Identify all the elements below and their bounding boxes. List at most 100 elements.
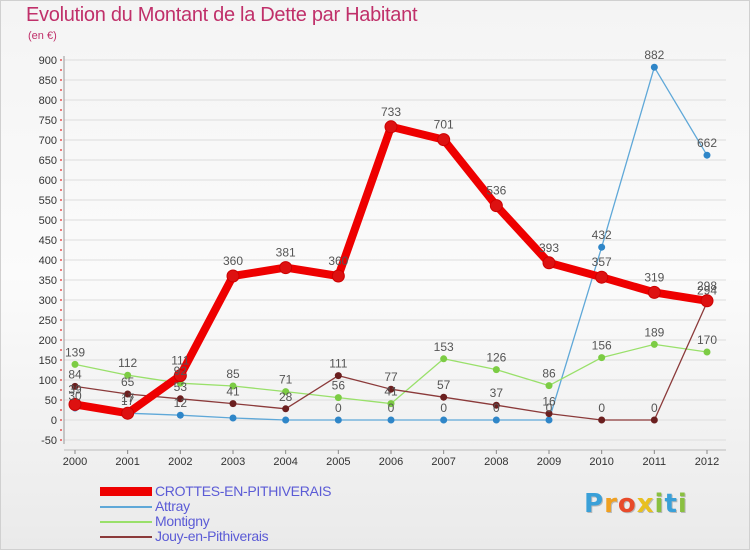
data-point bbox=[440, 355, 448, 363]
data-label: 153 bbox=[434, 340, 454, 354]
data-label: 156 bbox=[592, 339, 612, 353]
data-label: 17 bbox=[121, 391, 135, 405]
data-point bbox=[545, 410, 553, 418]
data-label: 298 bbox=[697, 279, 717, 293]
legend-swatch bbox=[100, 505, 152, 508]
x-tick-label: 2005 bbox=[326, 456, 350, 468]
y-tick-label: 900 bbox=[39, 55, 57, 67]
data-point bbox=[650, 416, 658, 424]
y-tick-label: 800 bbox=[39, 95, 57, 107]
legend-swatch bbox=[100, 487, 152, 496]
data-point bbox=[384, 120, 398, 134]
data-label: 0 bbox=[493, 401, 500, 415]
data-label: 360 bbox=[328, 254, 348, 268]
data-label: 85 bbox=[226, 367, 240, 381]
data-point bbox=[176, 411, 184, 419]
data-label: 41 bbox=[226, 385, 240, 399]
legend-swatch bbox=[100, 520, 152, 523]
legend-label: Attray bbox=[155, 498, 190, 514]
y-tick-label: 500 bbox=[39, 215, 57, 227]
data-point bbox=[334, 416, 342, 424]
data-label: 41 bbox=[384, 385, 398, 399]
data-point bbox=[282, 388, 290, 396]
data-label: 432 bbox=[592, 228, 612, 242]
logo-letter: r bbox=[604, 489, 618, 519]
data-label: 111 bbox=[171, 354, 190, 368]
data-label: 882 bbox=[644, 48, 664, 62]
y-tick-label: 600 bbox=[39, 175, 57, 187]
x-tick-label: 2009 bbox=[537, 456, 561, 468]
data-point bbox=[334, 394, 342, 402]
proxiti-logo: Proxiti bbox=[584, 489, 688, 519]
data-point bbox=[229, 382, 237, 390]
data-point bbox=[124, 390, 132, 398]
x-tick-label: 2010 bbox=[589, 456, 613, 468]
data-label: 77 bbox=[384, 370, 398, 384]
data-point bbox=[226, 269, 240, 283]
data-point bbox=[440, 416, 448, 424]
y-tick-label: 750 bbox=[39, 115, 57, 127]
logo-letter: x bbox=[636, 489, 655, 519]
y-tick-label: 850 bbox=[39, 75, 57, 87]
y-tick-label: 650 bbox=[39, 155, 57, 167]
data-label: 393 bbox=[539, 241, 559, 255]
data-point bbox=[650, 63, 658, 71]
data-point bbox=[279, 261, 293, 275]
data-point bbox=[124, 371, 132, 379]
logo-letter: i bbox=[654, 489, 665, 519]
x-tick-label: 2001 bbox=[115, 456, 139, 468]
data-point bbox=[598, 243, 606, 251]
legend-label: Jouy-en-Pithiverais bbox=[155, 528, 269, 544]
data-label: 39 bbox=[68, 382, 82, 396]
data-label: 0 bbox=[546, 401, 553, 415]
y-tick-label: 250 bbox=[39, 315, 57, 327]
data-point bbox=[387, 416, 395, 424]
x-tick-label: 2000 bbox=[63, 456, 87, 468]
data-point bbox=[492, 366, 500, 374]
x-tick-label: 2007 bbox=[431, 456, 455, 468]
data-point bbox=[545, 382, 553, 390]
data-point bbox=[282, 416, 290, 424]
data-label: 294 bbox=[697, 283, 717, 297]
y-tick-label: -50 bbox=[41, 435, 57, 447]
data-point bbox=[598, 354, 606, 362]
data-label: 65 bbox=[121, 375, 135, 389]
y-tick-label: 700 bbox=[39, 135, 57, 147]
data-point bbox=[492, 416, 500, 424]
legend-label: CROTTES-EN-PITHIVERAIS bbox=[155, 483, 332, 499]
data-label: 86 bbox=[542, 367, 556, 381]
data-label: 170 bbox=[697, 333, 717, 347]
data-point bbox=[598, 416, 606, 424]
data-point bbox=[387, 400, 395, 408]
data-label: 17 bbox=[121, 394, 135, 408]
data-point bbox=[440, 393, 448, 401]
y-tick-label: 300 bbox=[39, 295, 57, 307]
data-label: 536 bbox=[486, 184, 506, 198]
data-point bbox=[489, 199, 503, 213]
x-tick-label: 2008 bbox=[484, 456, 508, 468]
legend-label: Montigny bbox=[155, 513, 210, 529]
legend-swatch bbox=[100, 535, 152, 538]
data-point bbox=[437, 133, 451, 147]
data-label: 357 bbox=[592, 255, 612, 269]
y-tick-label: 50 bbox=[45, 395, 57, 407]
logo-letter: t bbox=[664, 489, 678, 519]
data-point bbox=[703, 348, 711, 356]
data-label: 0 bbox=[335, 401, 342, 415]
x-tick-label: 2006 bbox=[379, 456, 403, 468]
logo-letter: P bbox=[584, 489, 605, 519]
data-label: 57 bbox=[437, 378, 451, 392]
data-label: 0 bbox=[651, 401, 658, 415]
data-point bbox=[173, 369, 187, 383]
chart-title: Evolution du Montant de la Dette par Hab… bbox=[26, 4, 418, 26]
data-point bbox=[334, 372, 342, 380]
data-point bbox=[650, 340, 658, 348]
logo-letter: i bbox=[677, 489, 688, 519]
data-point bbox=[595, 270, 609, 284]
data-point bbox=[492, 401, 500, 409]
y-tick-label: 550 bbox=[39, 195, 57, 207]
data-label: 189 bbox=[644, 325, 664, 339]
data-label: 30 bbox=[68, 389, 82, 403]
x-tick-label: 2004 bbox=[273, 456, 297, 468]
